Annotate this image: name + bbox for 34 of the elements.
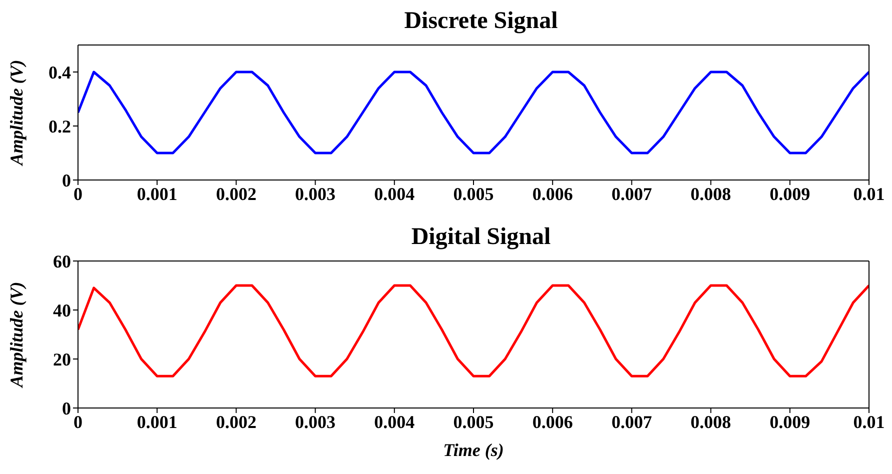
x-tick-label: 0.009 [770,184,810,204]
y-tick-label: 60 [53,251,71,272]
x-tick-label: 0.008 [690,184,732,204]
chart-title: Digital Signal [411,224,551,250]
x-tick-label: 0.005 [453,184,494,204]
y-tick-label: 0.4 [48,62,71,82]
x-tick-label: 0.001 [136,412,178,432]
y-tick-label: 0 [62,170,71,190]
x-tick-label: 0.005 [453,412,494,432]
y-tick-label: 0.2 [48,116,71,136]
x-tick-label: 0.001 [136,184,178,204]
x-tick-label: 0.003 [295,184,336,204]
x-tick-label: 0.009 [770,412,810,432]
line-series [78,70,869,154]
y-tick-label: 20 [53,349,71,370]
x-tick-label: 0.004 [374,184,415,204]
y-tick-label: 0 [62,398,71,418]
x-tick-label: 0.007 [611,184,652,204]
line-series [78,284,869,378]
y-axis-title: Amplitude (V) [6,60,26,166]
x-tick-label: 0.008 [690,412,732,432]
x-axis-title: Time (s) [443,440,504,460]
x-tick-label: 0.006 [532,184,573,204]
y-axis-title: Amplitude (V) [6,282,26,388]
x-tick-label: 0.01 [853,184,885,204]
x-tick-label: 0.003 [295,412,336,432]
x-tick-label: 0.006 [532,412,573,432]
x-tick-label: 0.01 [853,412,885,432]
x-tick-label: 0.002 [216,184,256,204]
x-tick-label: 0.004 [374,412,415,432]
chart-title: Discrete Signal [403,8,559,36]
x-tick-label: 0.002 [216,412,256,432]
x-tick-label: 0.007 [611,412,652,432]
y-tick-label: 40 [53,300,71,320]
